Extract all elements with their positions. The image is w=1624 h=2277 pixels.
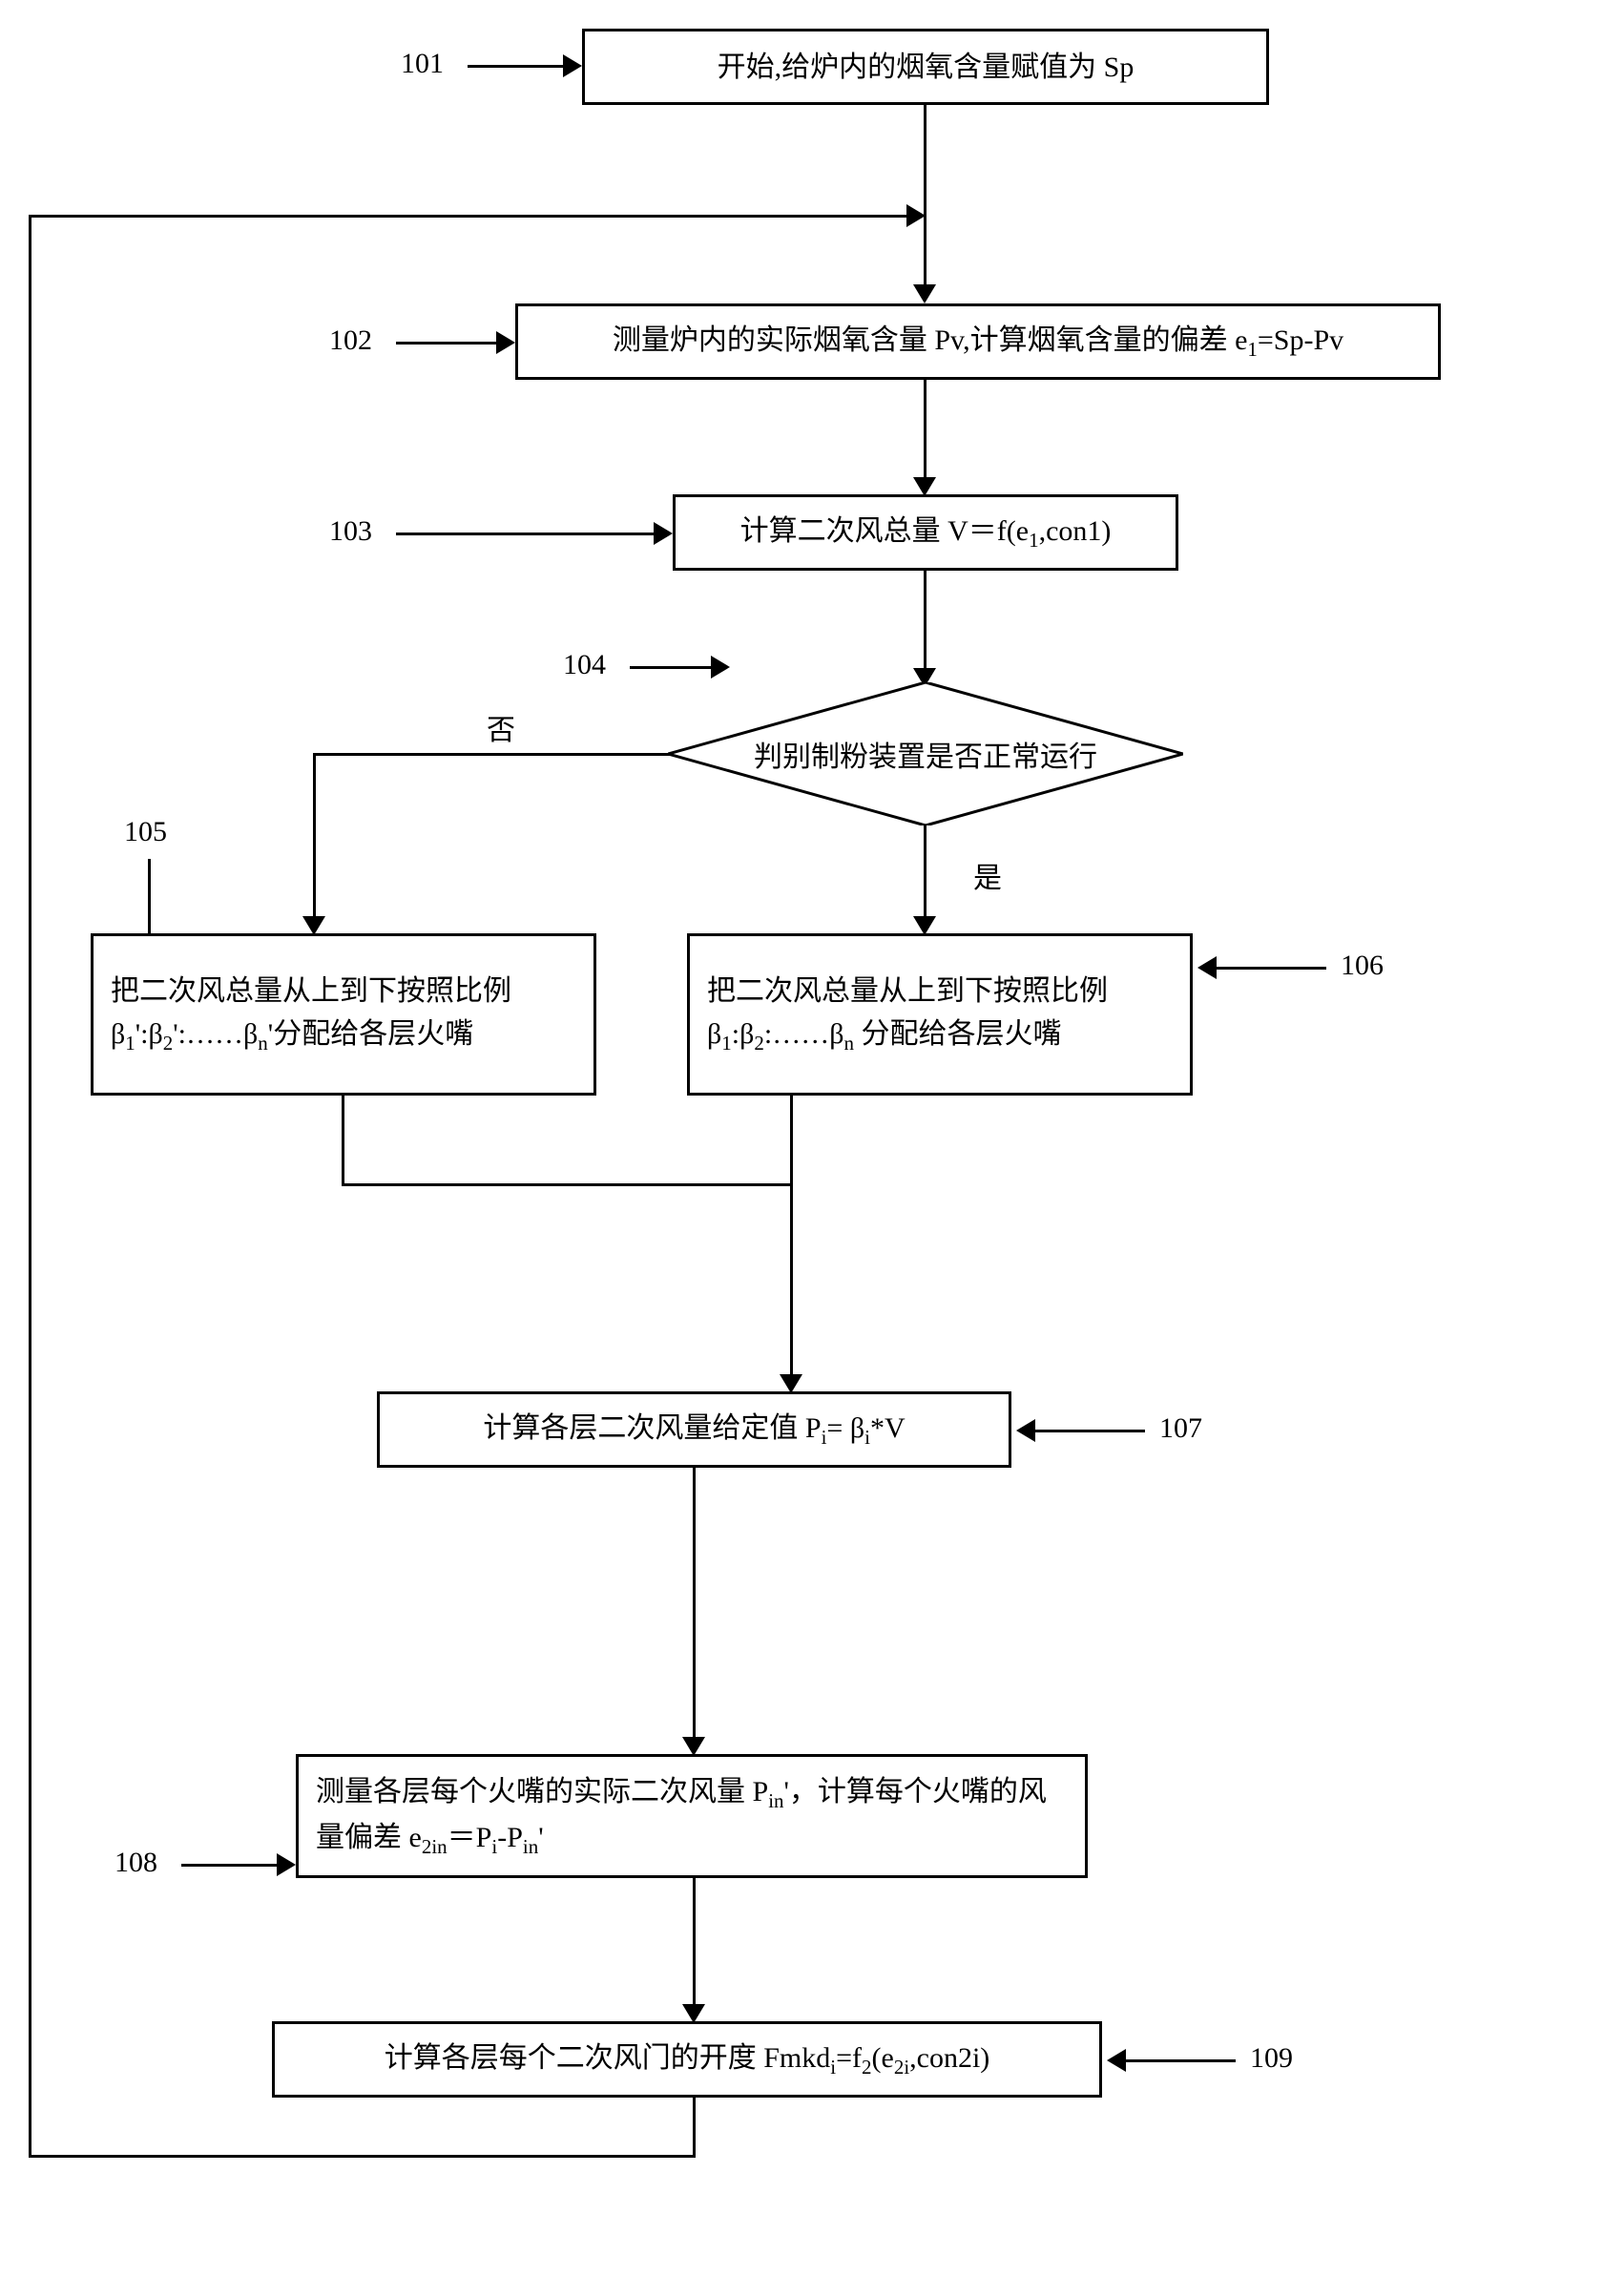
edge-107-108	[693, 1468, 696, 1739]
edge-feedback-head	[906, 204, 926, 227]
edge-106-merge	[790, 1096, 793, 1376]
edge-102-103-head	[913, 477, 936, 496]
pointer-103-head	[654, 522, 673, 545]
edge-105-merge-h	[342, 1183, 790, 1186]
pointer-101-head	[563, 54, 582, 77]
edge-105-merge-v	[342, 1096, 344, 1183]
pointer-103	[396, 533, 654, 535]
edge-104-105-v	[313, 753, 316, 918]
edge-no-label: 否	[487, 706, 515, 748]
label-105: 105	[124, 816, 167, 848]
pointer-102-head	[496, 331, 515, 354]
pointer-101	[468, 65, 563, 68]
label-103: 103	[329, 515, 372, 548]
node-105: 把二次风总量从上到下按照比例β1':β2':……βn'分配给各层火嘴	[91, 933, 596, 1096]
edge-feedback-h1	[29, 2155, 696, 2158]
node-103: 计算二次风总量 V＝f(e1,con1)	[673, 494, 1178, 571]
node-104-decision: 判别制粉装置是否正常运行	[668, 682, 1183, 825]
edge-104-106	[924, 825, 927, 919]
node-106: 把二次风总量从上到下按照比例β1:β2:……βn 分配给各层火嘴	[687, 933, 1193, 1096]
node-109: 计算各层每个二次风门的开度 Fmkdi=f2(e2i,con2i)	[272, 2021, 1102, 2098]
edge-feedback-v1	[693, 2098, 696, 2155]
edge-108-109-head	[682, 2004, 705, 2023]
label-108: 108	[115, 1847, 157, 1879]
edge-104-106-head	[913, 916, 936, 935]
pointer-108	[181, 1864, 277, 1867]
edge-104-105-head	[302, 916, 325, 935]
edge-102-103	[924, 380, 927, 479]
pointer-109-head	[1107, 2049, 1126, 2072]
label-106: 106	[1341, 950, 1384, 982]
edge-103-104	[924, 571, 927, 670]
label-101: 101	[401, 48, 444, 80]
node-108-text: 测量各层每个火嘴的实际二次风量 Pin'，计算每个火嘴的风量偏差 e2in＝Pi…	[316, 1770, 1068, 1863]
pointer-104-head	[711, 656, 730, 679]
node-102-text: 测量炉内的实际烟氧含量 Pv,计算烟氧含量的偏差 e1=Sp-Pv	[613, 319, 1343, 366]
pointer-106-head	[1197, 956, 1217, 979]
edge-107-108-head	[682, 1737, 705, 1756]
node-101-start: 开始,给炉内的烟氧含量赋值为 Sp	[582, 29, 1269, 105]
node-107: 计算各层二次风量给定值 Pi= βi*V	[377, 1391, 1011, 1468]
node-102: 测量炉内的实际烟氧含量 Pv,计算烟氧含量的偏差 e1=Sp-Pv	[515, 303, 1441, 380]
edge-feedback-v2	[29, 215, 31, 2158]
label-102: 102	[329, 324, 372, 357]
pointer-102	[396, 342, 496, 345]
edge-108-109	[693, 1878, 696, 2006]
pointer-104	[630, 666, 711, 669]
node-104-text: 判别制粉装置是否正常运行	[668, 682, 1183, 825]
pointer-109	[1126, 2059, 1236, 2062]
node-108: 测量各层每个火嘴的实际二次风量 Pin'，计算每个火嘴的风量偏差 e2in＝Pi…	[296, 1754, 1088, 1878]
edge-merge-107-head	[780, 1374, 802, 1393]
edge-yes-label: 是	[973, 854, 1002, 896]
label-107: 107	[1159, 1412, 1202, 1445]
node-106-text: 把二次风总量从上到下按照比例β1:β2:……βn 分配给各层火嘴	[707, 970, 1173, 1059]
edge-101-merge	[924, 105, 927, 215]
pointer-107	[1035, 1430, 1145, 1432]
pointer-106	[1217, 967, 1326, 970]
pointer-108-head	[277, 1853, 296, 1876]
label-109: 109	[1250, 2042, 1293, 2075]
node-103-text: 计算二次风总量 V＝f(e1,con1)	[740, 510, 1112, 556]
pointer-107-head	[1016, 1419, 1035, 1442]
label-104: 104	[563, 649, 606, 681]
edge-feedback-h2	[29, 215, 906, 218]
node-105-text: 把二次风总量从上到下按照比例β1':β2':……βn'分配给各层火嘴	[111, 970, 576, 1059]
edge-merge-102-head	[913, 284, 936, 303]
node-101-text: 开始,给炉内的烟氧含量赋值为 Sp	[718, 46, 1135, 89]
node-109-text: 计算各层每个二次风门的开度 Fmkdi=f2(e2i,con2i)	[385, 2037, 990, 2083]
edge-104-105-h	[313, 753, 671, 756]
node-107-text: 计算各层二次风量给定值 Pi= βi*V	[483, 1407, 905, 1453]
